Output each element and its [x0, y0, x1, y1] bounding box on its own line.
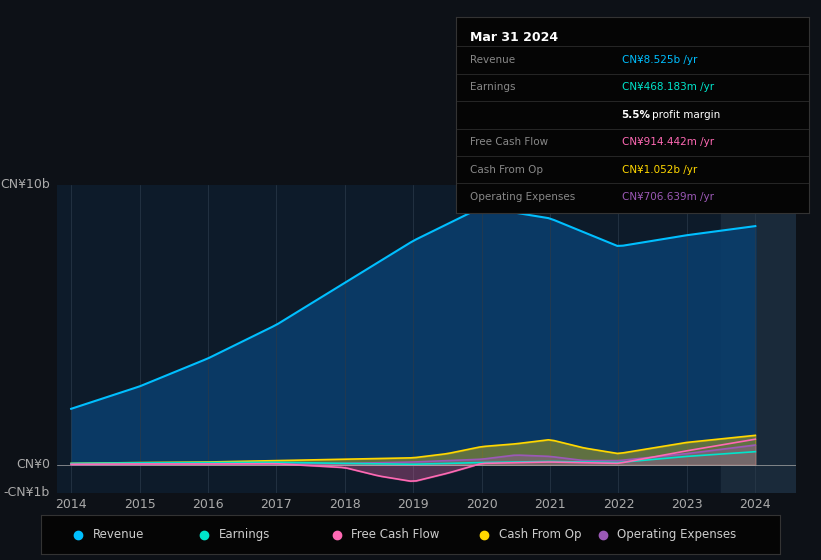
Text: Earnings: Earnings [470, 82, 516, 92]
Bar [721, 185, 796, 493]
Text: profit margin: profit margin [652, 110, 720, 120]
Text: Operating Expenses: Operating Expenses [617, 528, 736, 542]
Text: Revenue: Revenue [470, 55, 515, 65]
Text: Cash From Op: Cash From Op [470, 165, 543, 175]
Text: CN¥8.525b /yr: CN¥8.525b /yr [621, 55, 697, 65]
Text: CN¥706.639m /yr: CN¥706.639m /yr [621, 192, 713, 202]
Text: Free Cash Flow: Free Cash Flow [351, 528, 440, 542]
Text: Free Cash Flow: Free Cash Flow [470, 137, 548, 147]
Text: CN¥10b: CN¥10b [0, 178, 50, 192]
Text: Operating Expenses: Operating Expenses [470, 192, 575, 202]
Text: Mar 31 2024: Mar 31 2024 [470, 31, 558, 44]
Text: Earnings: Earnings [218, 528, 270, 542]
Text: -CN¥1b: -CN¥1b [4, 486, 50, 500]
Text: Cash From Op: Cash From Op [499, 528, 581, 542]
Text: CN¥914.442m /yr: CN¥914.442m /yr [621, 137, 713, 147]
Text: CN¥0: CN¥0 [16, 458, 50, 472]
Text: CN¥468.183m /yr: CN¥468.183m /yr [621, 82, 713, 92]
Text: CN¥1.052b /yr: CN¥1.052b /yr [621, 165, 697, 175]
Text: 5.5%: 5.5% [621, 110, 650, 120]
Text: Revenue: Revenue [93, 528, 144, 542]
